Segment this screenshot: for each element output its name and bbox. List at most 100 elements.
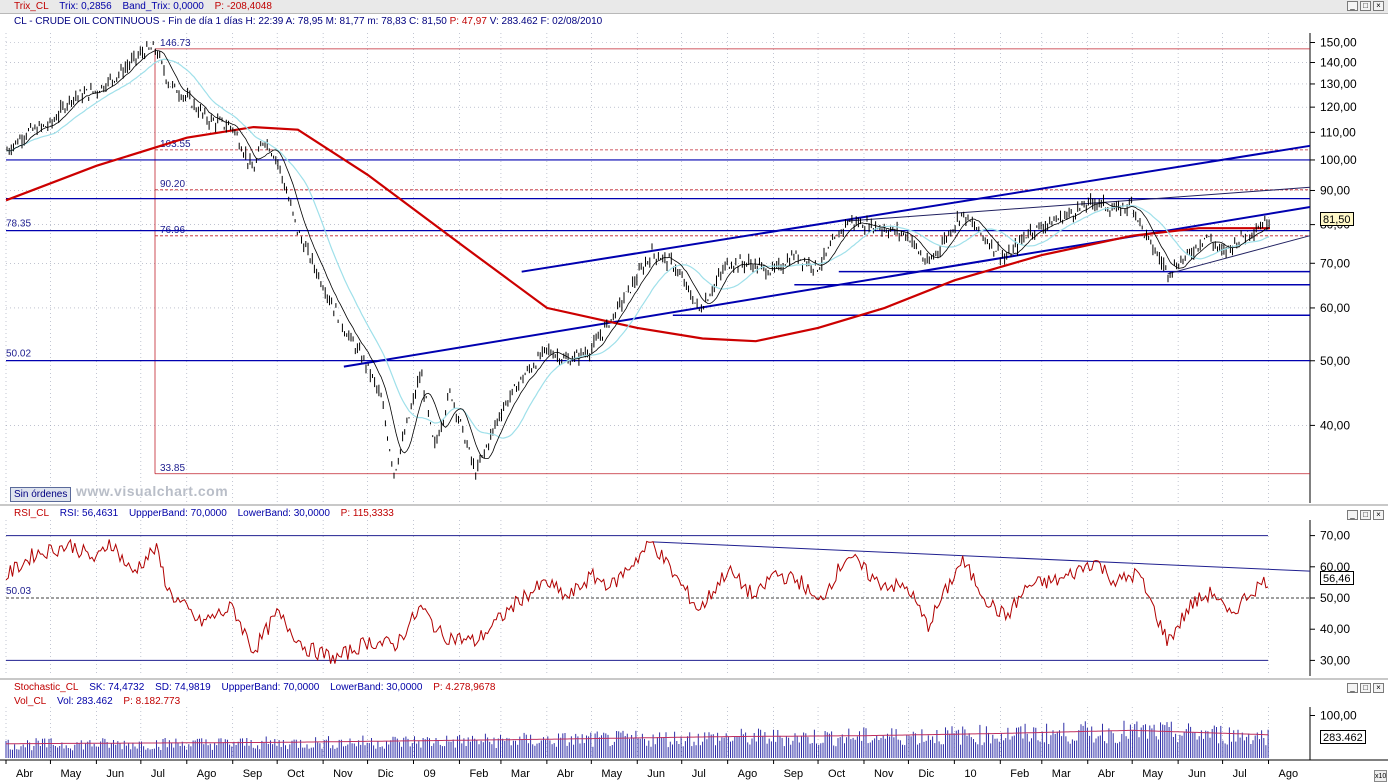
rsi-axis-label: 50,00: [1320, 591, 1350, 605]
open-value: A: 78,95: [285, 16, 323, 27]
time-tick-label: Abr: [557, 768, 574, 780]
volume-name[interactable]: Vol_CL: [14, 696, 47, 707]
price-axis-label: 150,00: [1320, 35, 1357, 49]
zoom-x10-icon[interactable]: x10: [1374, 770, 1387, 782]
volume-header: Vol_CL Vol: 283.462 P: 8.182.773: [0, 695, 1388, 708]
rsi-name[interactable]: RSI_CL: [14, 508, 50, 519]
time-tick-label: Feb: [469, 768, 488, 780]
high-value: M: 81,77: [325, 16, 365, 27]
time-tick-label: May: [601, 768, 622, 780]
stochastic-upper-band: UppperBand: 70,0000: [221, 682, 320, 693]
price-axis-label: 90,00: [1320, 183, 1350, 197]
time-tick-label: Sep: [784, 768, 804, 780]
volume-average-line: [6, 729, 1269, 745]
symbol-info: CL - CRUDE OIL CONTINUOUS - Fin de día 1…: [14, 16, 602, 27]
time-hour: H: 22:39: [245, 16, 284, 27]
price-axis-label: 130,00: [1320, 77, 1357, 91]
last-price-tag: 81,50: [1320, 212, 1354, 227]
side-level-label: 78.35: [6, 219, 31, 230]
trix-header: Trix_CL Trix: 0,2856 Band_Trix: 0,0000 P…: [0, 0, 1388, 14]
price-axis-label: 60,00: [1320, 301, 1350, 315]
price-bars: [6, 41, 1270, 480]
close-icon[interactable]: ×: [1373, 683, 1384, 693]
channel-trendline: [847, 186, 1311, 222]
time-tick-label: Dic: [378, 768, 394, 780]
fib-level-label: 146.73: [160, 38, 191, 49]
time-tick-label: Mar: [511, 768, 530, 780]
rsi-side-label: 50.03: [6, 586, 31, 597]
time-tick-label: 09: [424, 768, 436, 780]
panel-divider[interactable]: [0, 504, 1388, 506]
date-value: F: 02/08/2010: [540, 16, 603, 27]
stochastic-sk: SK: 74,4732: [89, 682, 145, 693]
stochastic-lower-band: LowerBand: 30,0000: [330, 682, 423, 693]
time-tick-label: Nov: [333, 768, 353, 780]
signal-line-slow: [6, 58, 1270, 439]
volume-period: P: 8.182.773: [123, 696, 181, 707]
restore-icon[interactable]: □: [1360, 1, 1371, 11]
time-tick-label: Mar: [1052, 768, 1071, 780]
volume-bars: [5, 720, 1269, 758]
channel-trendline: [1167, 235, 1311, 275]
side-level-label: 50.02: [6, 349, 31, 360]
fib-level-label: 33.85: [160, 463, 185, 474]
price-axis-label: 140,00: [1320, 55, 1357, 69]
time-tick-label: Oct: [828, 768, 845, 780]
time-tick-label: Jun: [1188, 768, 1206, 780]
rsi-axis-label: 70,00: [1320, 529, 1350, 543]
moving-average-line: [5, 125, 1270, 343]
time-tick-label: Jul: [1233, 768, 1247, 780]
time-tick-label: Nov: [874, 768, 894, 780]
volume-last: Vol: 283.462: [57, 696, 113, 707]
sin-ordenes-button[interactable]: Sin órdenes: [10, 487, 72, 502]
fib-level-label: 90.20: [160, 179, 185, 190]
price-axis-label: 50,00: [1320, 354, 1350, 368]
panel-divider[interactable]: [0, 678, 1388, 680]
restore-icon[interactable]: □: [1360, 510, 1371, 520]
price-axis-label: 70,00: [1320, 256, 1350, 270]
close-icon[interactable]: ×: [1373, 510, 1384, 520]
time-tick-label: May: [1142, 768, 1163, 780]
trix-value: Trix: 0,2856: [59, 1, 112, 12]
stochastic-period: P: 4.278,9678: [433, 682, 496, 693]
time-tick-label: Jul: [692, 768, 706, 780]
rsi-header: RSI_CL RSI: 56,4631 UppperBand: 70,0000 …: [0, 507, 1388, 520]
volume-value: V: 283.462: [489, 16, 538, 27]
time-tick-label: Dic: [918, 768, 934, 780]
time-tick-label: Jul: [151, 768, 165, 780]
time-tick-label: Feb: [1010, 768, 1029, 780]
trix-period: P: -208,4048: [214, 1, 272, 12]
price-axis-label: 40,00: [1320, 418, 1350, 432]
time-tick-label: Ago: [738, 768, 758, 780]
rsi-last-tag: 56,46: [1320, 570, 1354, 585]
stochastic-sd: SD: 74,9819: [155, 682, 211, 693]
price-axis-label: 110,00: [1320, 125, 1356, 139]
rsi-period: P: 115,3333: [340, 508, 394, 519]
band-trix-value: Band_Trix: 0,0000: [122, 1, 204, 12]
stochastic-name[interactable]: Stochastic_CL: [14, 682, 79, 693]
restore-icon[interactable]: □: [1360, 683, 1371, 693]
time-tick-label: Jun: [106, 768, 124, 780]
close-value: C: 81,50: [409, 16, 447, 27]
rsi-line: [5, 538, 1269, 664]
rsi-axis-label: 40,00: [1320, 622, 1350, 636]
minimize-icon[interactable]: _: [1347, 510, 1358, 520]
volume-last-tag: 283.462: [1320, 730, 1366, 744]
rsi-lower-band: LowerBand: 30,0000: [237, 508, 330, 519]
time-tick-label: Abr: [16, 768, 33, 780]
rsi-axis-label: 60,00: [1320, 560, 1350, 574]
rsi-value: RSI: 56,4631: [59, 508, 119, 519]
rsi-upper-band: UppperBand: 70,0000: [128, 508, 227, 519]
channel-trendline: [521, 144, 1311, 273]
fib-level-label: 103.55: [160, 139, 191, 150]
trix-name[interactable]: Trix_CL: [14, 1, 49, 12]
minimize-icon[interactable]: _: [1347, 683, 1358, 693]
close-icon[interactable]: ×: [1373, 1, 1384, 11]
time-tick-label: May: [60, 768, 81, 780]
stochastic-header: Stochastic_CL SK: 74,4732 SD: 74,9819 Up…: [0, 681, 1388, 694]
time-tick-label: 10: [964, 768, 976, 780]
minimize-icon[interactable]: _: [1347, 1, 1358, 11]
symbol-title: CL - CRUDE OIL CONTINUOUS - Fin de día 1…: [14, 16, 243, 27]
